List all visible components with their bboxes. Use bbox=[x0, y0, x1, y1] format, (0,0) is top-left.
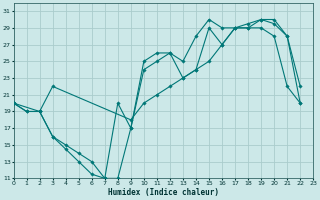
X-axis label: Humidex (Indice chaleur): Humidex (Indice chaleur) bbox=[108, 188, 219, 197]
